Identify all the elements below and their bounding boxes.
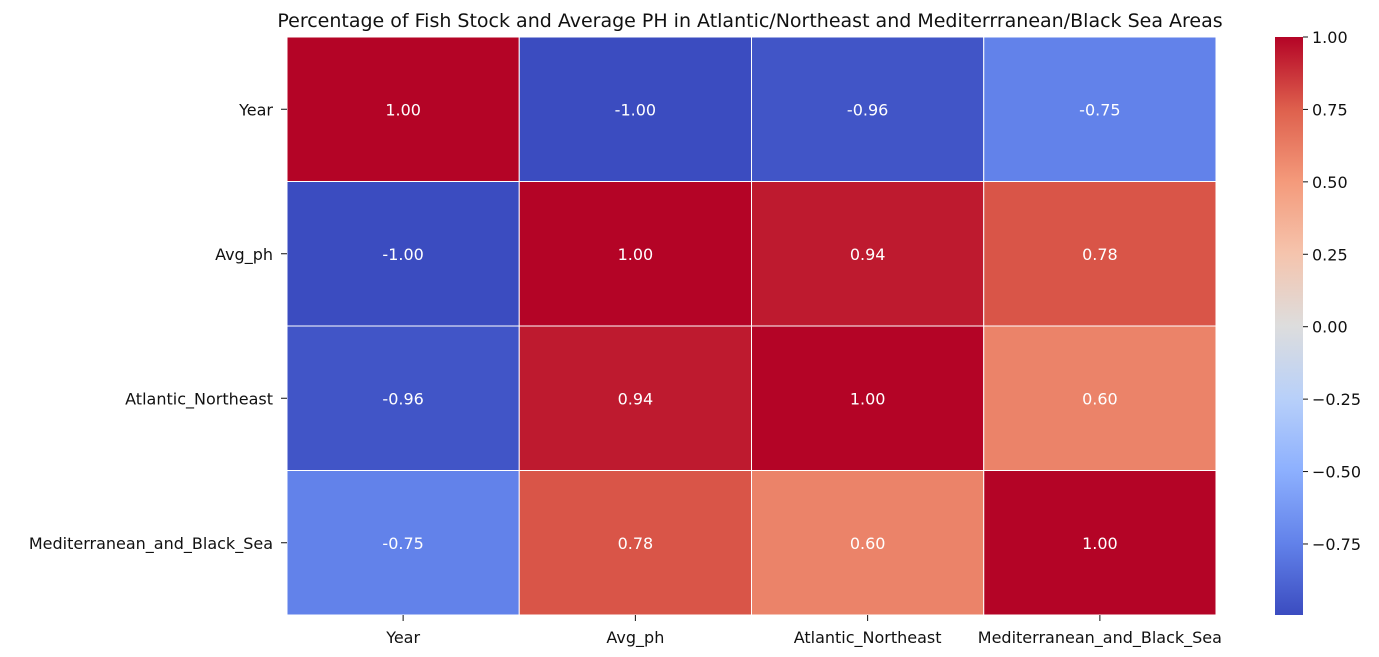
cell-value-label: -1.00 [382,245,423,264]
y-tick-label: Mediterranean_and_Black_Sea [29,534,273,554]
y-tick-label: Avg_ph [215,245,273,265]
heatmap-cell-labels: 1.00 -1.00 -0.96 -0.75 -1.00 1.00 0.94 0.78 -0.9… [382,100,1120,553]
heatmap-cell [751,470,985,616]
y-tick-label: Atlantic_Northeast [125,389,273,409]
x-tick-label: Avg_ph [606,628,664,648]
colorbar-tick-label: −0.75 [1312,535,1361,554]
cell-value-label: 1.00 [850,389,886,408]
cell-value-label: 0.60 [1082,389,1118,408]
heatmap-cell [983,470,1217,616]
heatmap-cell [286,470,520,616]
cell-value-label: 1.00 [618,245,654,264]
colorbar: 1.00 0.75 0.50 0.25 0.00 −0.25 −0.50 −0.75 [1275,28,1361,615]
cell-value-label: 1.00 [385,100,421,119]
y-axis: Year Avg_ph Atlantic_Northeast Mediterranea… [29,100,287,554]
cell-value-label: 0.94 [850,245,886,264]
cell-value-label: 0.60 [850,534,886,553]
cell-value-label: -0.96 [382,389,423,408]
chart-title: Percentage of Fish Stock and Average PH … [277,10,1222,32]
heatmap-cell [518,181,752,327]
cell-value-label: 1.00 [1082,534,1118,553]
cell-value-label: -1.00 [615,100,656,119]
heatmap-cell [751,36,985,182]
x-tick-label: Mediterranean_and_Black_Sea [978,628,1222,648]
cell-value-label: -0.96 [847,100,888,119]
x-axis: Year Avg_ph Atlantic_Northeast Mediterranea… [385,615,1222,648]
heatmap-cell [518,36,752,182]
cell-value-label: 0.78 [1082,245,1118,264]
y-tick-label: Year [238,100,273,119]
heatmap-cell [983,325,1217,471]
colorbar-tick-label: −0.25 [1312,390,1361,409]
heatmap-cell [983,181,1217,327]
colorbar-tick-label: 0.75 [1312,100,1348,119]
cell-value-label: 0.94 [618,389,654,408]
heatmap-cell [286,181,520,327]
x-tick-label: Year [385,628,420,647]
heatmap-cells [286,36,1217,616]
heatmap-cell [751,181,985,327]
colorbar-tick-label: 0.00 [1312,318,1348,337]
colorbar-tick-label: 1.00 [1312,28,1348,47]
colorbar-gradient [1275,37,1303,615]
heatmap-cell [983,36,1217,182]
colorbar-tick-label: 0.25 [1312,245,1348,264]
heatmap-cell [518,470,752,616]
cell-value-label: -0.75 [382,534,423,553]
heatmap-cell [286,36,520,182]
heatmap-cell [518,325,752,471]
cell-value-label: 0.78 [618,534,654,553]
colorbar-tick-label: 0.50 [1312,173,1348,192]
x-tick-label: Atlantic_Northeast [794,628,942,648]
cell-value-label: -0.75 [1079,100,1120,119]
colorbar-tick-label: −0.50 [1312,463,1361,482]
